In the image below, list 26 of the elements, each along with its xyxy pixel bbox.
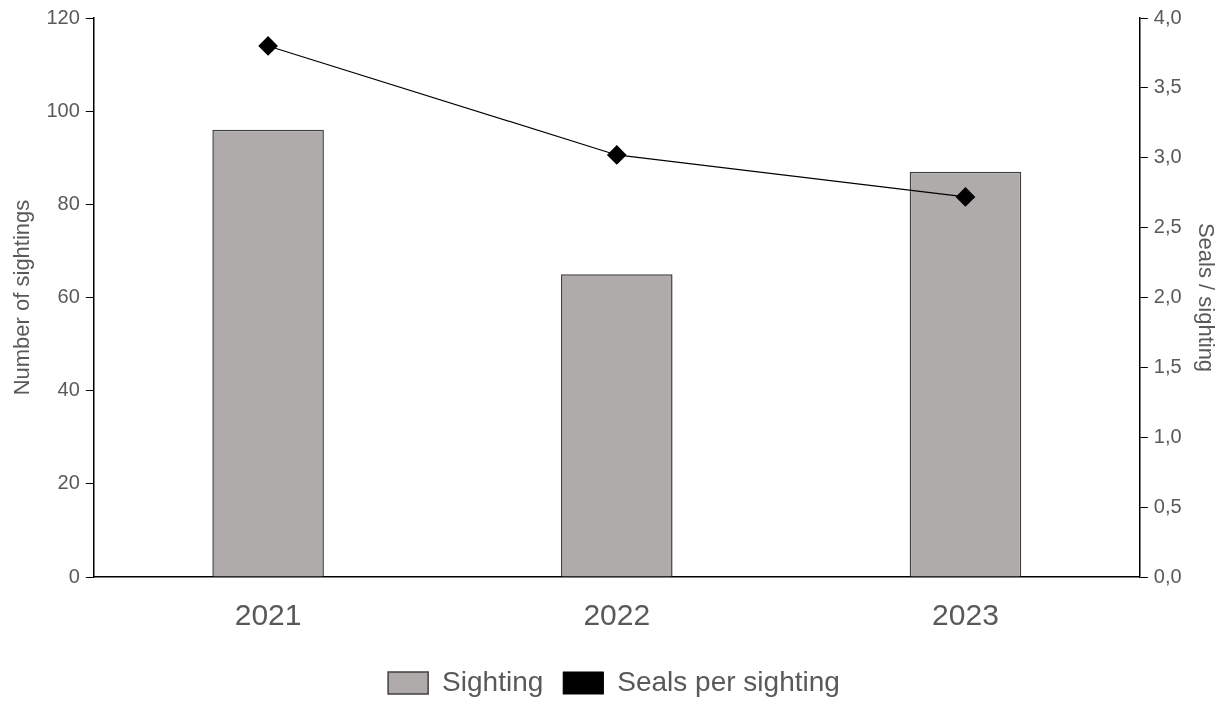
point [955, 187, 976, 207]
y-tick-label: 60 [57, 285, 80, 308]
legend-label: Seals per sighting [617, 665, 840, 697]
y-axis-title: Number of sightings [9, 199, 35, 396]
y2-tick-label: 3,5 [1153, 75, 1182, 98]
y2-tick-label: 1,0 [1153, 424, 1182, 447]
x-tick-label: 2023 [932, 598, 999, 632]
y2-tick-label: 3,0 [1153, 145, 1182, 168]
y-tick-label: 100 [46, 98, 80, 121]
y2-tick-label: 1,5 [1153, 354, 1182, 377]
point [607, 145, 627, 165]
legend-label: Sighting [442, 665, 544, 697]
y2-tick-label: 2,0 [1153, 285, 1182, 308]
x-tick-label: 2022 [583, 598, 651, 632]
y2-tick-label: 4,0 [1153, 5, 1182, 28]
y-tick-label: 0 [68, 564, 80, 587]
y-tick-label: 40 [57, 378, 80, 401]
point [258, 36, 278, 56]
y2-tick-label: 0,5 [1153, 494, 1182, 517]
y2-tick-label: 0,0 [1153, 564, 1182, 587]
y-tick-label: 20 [57, 471, 80, 494]
x-tick-label: 2021 [234, 598, 302, 632]
y-tick-label: 120 [46, 5, 80, 28]
y-tick-label: 80 [57, 191, 80, 214]
y2-tick-label: 2,5 [1153, 215, 1182, 238]
y2-axis-title: Seals / sighting [1193, 222, 1219, 373]
